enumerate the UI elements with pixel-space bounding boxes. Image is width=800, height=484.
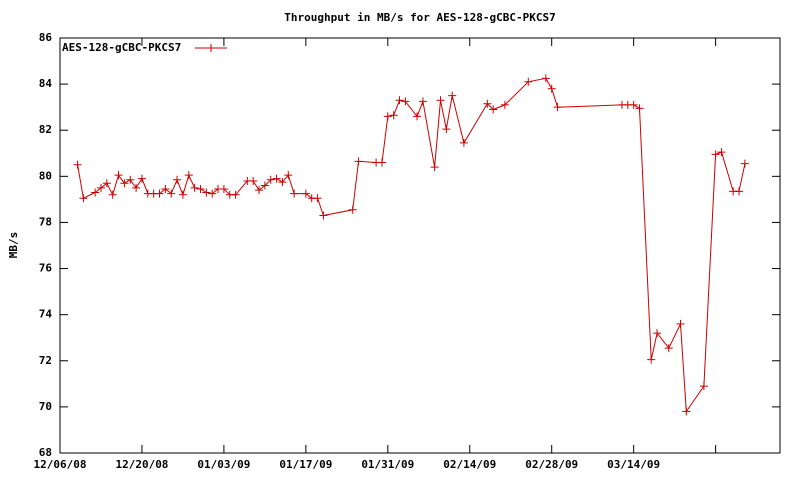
point	[676, 319, 685, 328]
point	[202, 188, 211, 197]
point	[395, 96, 404, 105]
point	[319, 211, 328, 220]
y-tick-label: 86	[39, 31, 53, 44]
point	[301, 189, 310, 198]
point	[249, 176, 258, 185]
point	[553, 103, 562, 112]
point	[132, 183, 141, 192]
point	[647, 355, 656, 364]
point	[635, 104, 644, 113]
point	[272, 174, 281, 183]
x-tick-label: 02/14/09	[443, 458, 496, 471]
point	[541, 74, 550, 83]
point	[459, 138, 468, 147]
point	[699, 382, 708, 391]
point	[114, 171, 123, 180]
point	[740, 159, 749, 168]
y-tick-label: 68	[39, 446, 52, 459]
y-tick-label: 76	[39, 262, 53, 275]
point	[448, 91, 457, 100]
legend-label: AES-128-gCBC-PKCS7	[62, 41, 181, 54]
y-axis-label: MB/s	[7, 232, 20, 259]
point	[354, 157, 363, 166]
point	[442, 125, 451, 134]
legend-marker	[207, 44, 215, 52]
point	[500, 100, 509, 109]
point	[348, 205, 357, 214]
point	[377, 158, 386, 167]
point	[266, 175, 275, 184]
point	[664, 344, 673, 353]
point	[231, 190, 240, 199]
y-tick-label: 82	[39, 123, 52, 136]
point	[483, 99, 492, 108]
y-tick-label: 74	[39, 308, 53, 321]
point	[717, 148, 726, 157]
point	[413, 112, 422, 121]
point	[79, 194, 88, 203]
x-tick-label: 12/06/08	[34, 458, 87, 471]
point	[653, 329, 662, 338]
point	[196, 185, 205, 194]
point	[96, 183, 105, 192]
point	[208, 189, 217, 198]
point	[284, 171, 293, 180]
point	[178, 190, 187, 199]
point	[547, 84, 556, 93]
point	[173, 175, 182, 184]
point	[190, 183, 199, 192]
point	[167, 189, 176, 198]
point	[682, 407, 691, 416]
point	[260, 181, 269, 190]
point	[102, 179, 111, 188]
point	[137, 174, 146, 183]
point	[155, 189, 164, 198]
x-tick-label: 02/28/09	[525, 458, 578, 471]
x-tick-label: 03/14/09	[607, 458, 660, 471]
point	[436, 96, 445, 105]
y-tick-label: 72	[39, 354, 52, 367]
point	[278, 178, 287, 187]
chart-title: Throughput in MB/s for AES-128-gCBC-PKCS…	[284, 11, 556, 24]
y-tick-label: 80	[39, 169, 52, 182]
point	[489, 105, 498, 114]
point	[73, 160, 82, 169]
x-tick-label: 12/20/08	[115, 458, 168, 471]
point	[255, 186, 264, 195]
y-tick-label: 78	[39, 215, 52, 228]
x-tick-label: 01/31/09	[361, 458, 414, 471]
point	[161, 185, 170, 194]
y-tick-label: 70	[39, 400, 52, 413]
x-tick-label: 01/03/09	[197, 458, 250, 471]
point	[219, 185, 228, 194]
point	[735, 187, 744, 196]
point	[126, 175, 135, 184]
point	[629, 100, 638, 109]
point	[524, 77, 533, 86]
y-tick-label: 84	[39, 77, 53, 90]
x-tick-label: 01/17/09	[279, 458, 332, 471]
point	[418, 97, 427, 106]
point	[430, 163, 439, 172]
point	[184, 171, 193, 180]
point	[91, 188, 100, 197]
point	[389, 111, 398, 120]
point	[290, 189, 299, 198]
point	[313, 194, 322, 203]
point	[383, 112, 392, 121]
point	[401, 97, 410, 106]
point	[108, 190, 117, 199]
point	[711, 150, 720, 159]
plot-frame	[59, 37, 781, 454]
point	[120, 179, 129, 188]
